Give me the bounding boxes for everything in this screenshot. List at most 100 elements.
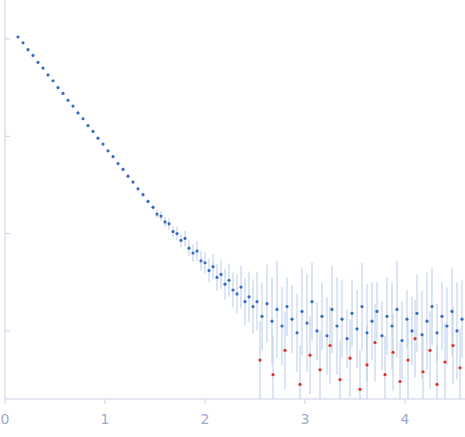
point bbox=[318, 368, 321, 371]
x-tick bbox=[105, 399, 106, 404]
point bbox=[171, 230, 174, 233]
point bbox=[348, 357, 351, 360]
x-tick-label: 2 bbox=[201, 411, 210, 427]
error-bar bbox=[300, 345, 301, 399]
point bbox=[51, 79, 54, 82]
point bbox=[308, 354, 311, 357]
point bbox=[183, 237, 186, 240]
point bbox=[305, 321, 308, 324]
point bbox=[365, 363, 368, 366]
error-bar bbox=[340, 341, 341, 399]
point bbox=[435, 331, 438, 334]
point bbox=[31, 54, 34, 57]
point bbox=[247, 295, 250, 298]
point bbox=[265, 302, 268, 305]
point bbox=[300, 310, 303, 313]
point bbox=[76, 111, 79, 114]
point bbox=[415, 312, 418, 315]
point bbox=[410, 329, 413, 332]
point bbox=[460, 318, 463, 321]
point bbox=[126, 175, 129, 178]
point bbox=[358, 388, 361, 391]
x-tick bbox=[205, 399, 206, 404]
point bbox=[283, 349, 286, 352]
point bbox=[227, 279, 230, 282]
point bbox=[96, 137, 99, 140]
point bbox=[187, 247, 190, 250]
point bbox=[458, 366, 461, 369]
point bbox=[421, 370, 424, 373]
point bbox=[328, 344, 331, 347]
error-bar bbox=[400, 343, 401, 399]
point bbox=[298, 383, 301, 386]
error-bar bbox=[367, 326, 368, 399]
point bbox=[159, 214, 162, 217]
point bbox=[375, 310, 378, 313]
x-tick-label: 3 bbox=[301, 411, 310, 427]
point bbox=[425, 320, 428, 323]
y-tick bbox=[5, 136, 10, 137]
point bbox=[443, 360, 446, 363]
x-tick bbox=[305, 399, 306, 404]
point bbox=[36, 61, 39, 64]
point bbox=[435, 383, 438, 386]
error-bar bbox=[437, 345, 438, 399]
point bbox=[131, 180, 134, 183]
point bbox=[116, 162, 119, 165]
point bbox=[207, 269, 210, 272]
point bbox=[365, 331, 368, 334]
x-tick-label: 1 bbox=[101, 411, 110, 427]
point bbox=[350, 312, 353, 315]
point bbox=[380, 334, 383, 337]
point bbox=[455, 329, 458, 332]
point bbox=[106, 149, 109, 152]
point bbox=[420, 333, 423, 336]
point bbox=[41, 67, 44, 70]
x-tick bbox=[405, 399, 406, 404]
point bbox=[430, 305, 433, 308]
point bbox=[385, 315, 388, 318]
point bbox=[199, 259, 202, 262]
point bbox=[275, 308, 278, 311]
point bbox=[260, 315, 263, 318]
point bbox=[235, 292, 238, 295]
point bbox=[370, 320, 373, 323]
point bbox=[111, 155, 114, 158]
point bbox=[440, 315, 443, 318]
point bbox=[91, 130, 94, 133]
y-tick bbox=[5, 233, 10, 234]
point bbox=[340, 318, 343, 321]
point bbox=[270, 320, 273, 323]
point bbox=[203, 261, 206, 264]
point bbox=[191, 251, 194, 254]
error-bar bbox=[423, 333, 424, 399]
point bbox=[405, 318, 408, 321]
point bbox=[395, 308, 398, 311]
point bbox=[66, 99, 69, 102]
error-bar bbox=[273, 336, 274, 399]
point bbox=[320, 315, 323, 318]
point bbox=[290, 318, 293, 321]
point bbox=[428, 349, 431, 352]
point bbox=[355, 327, 358, 330]
point bbox=[360, 305, 363, 308]
point bbox=[345, 337, 348, 340]
point bbox=[391, 351, 394, 354]
x-tick bbox=[5, 399, 6, 404]
point bbox=[61, 92, 64, 95]
point bbox=[280, 324, 283, 327]
point bbox=[450, 310, 453, 313]
point bbox=[195, 249, 198, 252]
point bbox=[215, 276, 218, 279]
error-bar bbox=[320, 331, 321, 399]
point bbox=[136, 187, 139, 190]
point bbox=[335, 324, 338, 327]
point bbox=[163, 220, 166, 223]
x-tick-label: 0 bbox=[1, 411, 10, 427]
point bbox=[46, 73, 49, 76]
point bbox=[373, 341, 376, 344]
point bbox=[151, 206, 154, 209]
point bbox=[390, 324, 393, 327]
error-bar bbox=[385, 336, 386, 399]
point bbox=[219, 273, 222, 276]
